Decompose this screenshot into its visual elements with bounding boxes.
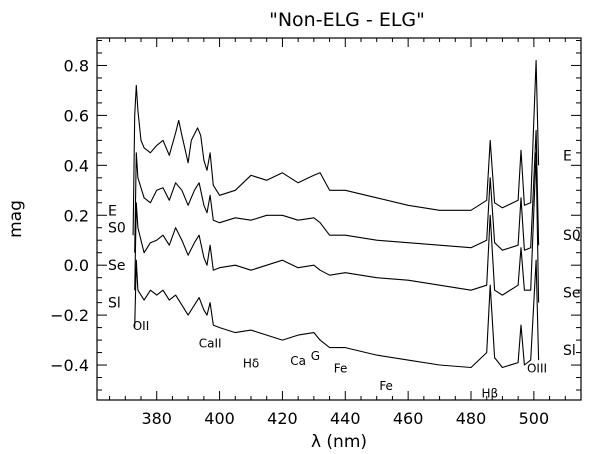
y-tick-label: 0.6 [64, 106, 89, 125]
y-tick-label: −0.2 [50, 306, 89, 325]
plot-frame [96, 37, 582, 401]
series-line-s0 [134, 129, 540, 253]
x-tick-label: 480 [456, 409, 487, 428]
series-label-left: E [108, 203, 117, 219]
line-annotation: Hβ [482, 387, 499, 401]
annotations: OII CaII Hδ Ca G Fe Fe Hβ OIII [133, 319, 547, 400]
series-label-right: S0 [563, 228, 581, 244]
line-annotation: Fe [379, 379, 393, 393]
line-annotation: OII [133, 319, 150, 333]
x-tick-label: 420 [267, 409, 298, 428]
x-tick-label: 440 [330, 409, 361, 428]
line-annotation: Fe [334, 362, 348, 376]
line-annotation: OIII [527, 362, 547, 376]
axis-ticks: 380 400 420 440 460 480 500 −0.4 −0.2 0.0 0.2 0.4 0.… [50, 38, 582, 428]
x-tick-label: 380 [141, 409, 172, 428]
y-tick-label: 0.2 [64, 206, 89, 225]
series-line-se [134, 152, 540, 303]
line-annotation: CaII [199, 337, 222, 351]
line-annotation: Hδ [243, 357, 259, 371]
series-label-left: Sl [108, 296, 121, 312]
x-tick-label: 460 [393, 409, 424, 428]
series-labels: E E S0 S0 Se Se Sl Sl [108, 148, 581, 359]
series-line-e [132, 59, 540, 236]
x-tick-label: 400 [204, 409, 235, 428]
chart-title: "Non-ELG - ELG" [269, 9, 425, 31]
x-axis-label: λ (nm) [311, 432, 367, 452]
series-label-left: S0 [108, 221, 126, 237]
y-axis-label: mag [6, 200, 26, 238]
series-label-right: E [563, 148, 572, 164]
series-label-right: Se [563, 286, 581, 302]
y-tick-label: 0.0 [64, 256, 89, 275]
y-tick-label: 0.4 [64, 156, 89, 175]
line-annotation: Ca [290, 354, 306, 368]
series-layer [132, 59, 540, 369]
x-tick-label: 500 [519, 409, 550, 428]
series-label-right: Sl [563, 343, 576, 359]
y-tick-label: 0.8 [64, 56, 89, 75]
series-label-left: Se [108, 258, 126, 274]
series-line-sl [134, 259, 540, 369]
line-annotation: G [311, 349, 320, 363]
y-tick-label: −0.4 [50, 356, 89, 375]
